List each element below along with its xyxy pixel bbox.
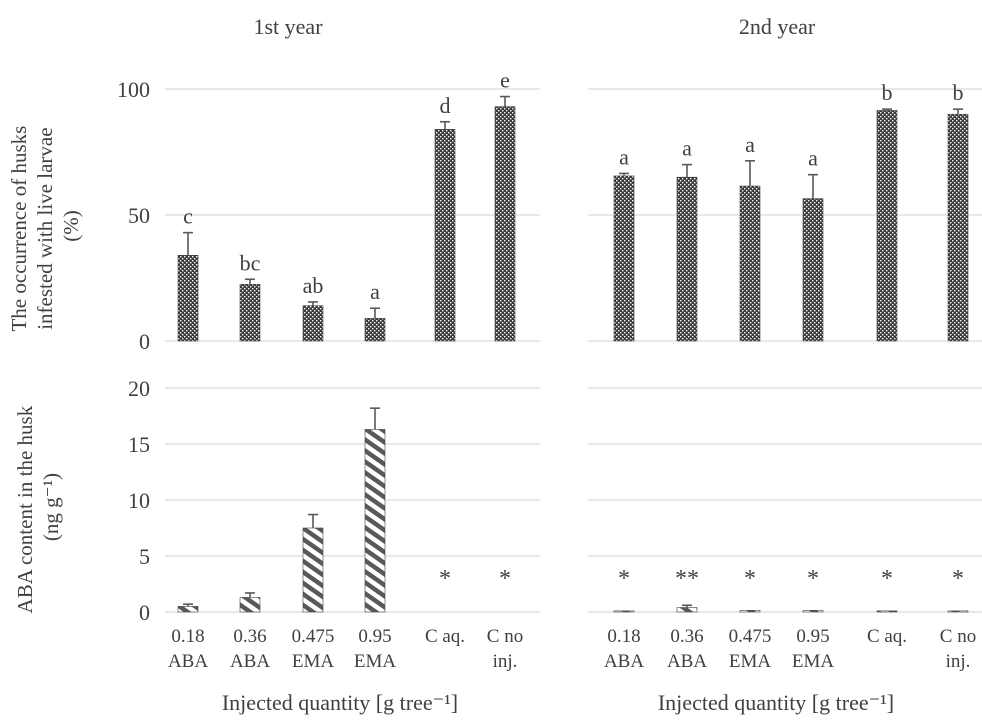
x-axis-title-left: Injected quantity [g tree⁻¹] — [222, 690, 458, 715]
panel-title-1st-year: 1st year — [253, 14, 323, 39]
significance-label: a — [808, 146, 818, 171]
bar — [613, 610, 635, 613]
x-tick-label: EMA — [292, 651, 335, 672]
significance-label: c — [183, 204, 193, 229]
x-tick-label: EMA — [792, 651, 835, 672]
bar — [177, 255, 199, 342]
y-tick-label: 10 — [128, 488, 150, 513]
x-tick-label: C aq. — [867, 626, 907, 647]
x-tick-label: C no — [487, 626, 523, 647]
y-axis-label-top-line1: The occurrence of husks — [7, 126, 31, 332]
bar — [239, 597, 261, 613]
bar — [947, 610, 969, 613]
significance-label: e — [500, 68, 510, 93]
x-tick-label: 0.95 — [358, 626, 391, 647]
x-tick-label: ABA — [230, 651, 270, 672]
x-tick-label: ABA — [667, 651, 707, 672]
x-axis-title-right: Injected quantity [g tree⁻¹] — [658, 690, 894, 715]
bar — [802, 198, 824, 342]
x-tick-label: 0.475 — [729, 626, 772, 647]
significance-label: * — [807, 566, 819, 592]
significance-label: b — [882, 80, 893, 105]
x-tick-label: C no — [940, 626, 976, 647]
bar — [676, 176, 698, 342]
x-tick-label: inj. — [946, 651, 971, 672]
significance-label: * — [499, 566, 511, 592]
significance-label: bc — [240, 250, 261, 275]
significance-label: ab — [303, 273, 324, 298]
significance-label: * — [618, 566, 630, 592]
bar — [239, 283, 261, 342]
significance-label: a — [619, 144, 629, 169]
y-axis-label-top-line2: infested with live larvae — [33, 127, 57, 329]
significance-label: d — [440, 93, 451, 118]
bar — [364, 429, 386, 613]
significance-label: b — [953, 80, 964, 105]
significance-label: a — [370, 279, 380, 304]
y-axis-label-bottom-line1: ABA content in the husk — [13, 405, 37, 613]
bar — [364, 318, 386, 342]
x-tick-label: 0.36 — [670, 626, 703, 647]
significance-label: ** — [675, 566, 699, 592]
bar — [302, 527, 324, 613]
x-tick-label: 0.95 — [796, 626, 829, 647]
significance-label: * — [952, 566, 964, 592]
bar — [177, 606, 199, 613]
x-tick-label: 0.475 — [292, 626, 335, 647]
y-tick-label: 0 — [139, 329, 150, 354]
x-tick-label: 0.36 — [233, 626, 266, 647]
bar — [876, 610, 898, 613]
significance-label: * — [744, 566, 756, 592]
x-tick-label: ABA — [604, 651, 644, 672]
significance-label: * — [881, 566, 893, 592]
bar — [876, 110, 898, 342]
x-tick-label: 0.18 — [171, 626, 204, 647]
panel-title-2nd-year: 2nd year — [739, 14, 816, 39]
bar — [434, 129, 456, 342]
bar — [613, 175, 635, 342]
bar — [676, 607, 698, 613]
significance-label: * — [439, 566, 451, 592]
y-axis-label-bottom: ABA content in the husk (ng g⁻¹) — [13, 401, 63, 614]
y-axis-label-top: The occurrence of husks infested with li… — [7, 120, 83, 331]
y-tick-label: 20 — [128, 376, 150, 401]
bar — [802, 610, 824, 613]
bar — [302, 305, 324, 342]
significance-label: a — [745, 132, 755, 157]
x-tick-label: C aq. — [425, 626, 465, 647]
x-tick-label: inj. — [493, 651, 518, 672]
y-tick-label: 100 — [117, 77, 150, 102]
bar — [947, 113, 969, 342]
significance-label: a — [682, 136, 692, 161]
bar — [739, 610, 761, 613]
x-tick-label: EMA — [354, 651, 397, 672]
x-tick-label: 0.18 — [607, 626, 640, 647]
bar — [494, 106, 516, 342]
y-tick-label: 15 — [128, 432, 150, 457]
x-tick-label: ABA — [168, 651, 208, 672]
bar — [739, 185, 761, 342]
y-axis-label-top-line3: (%) — [59, 210, 83, 241]
y-tick-label: 0 — [139, 600, 150, 625]
y-axis-label-bottom-line2: (ng g⁻¹) — [39, 473, 63, 541]
y-tick-label: 5 — [139, 544, 150, 569]
y-tick-label: 50 — [128, 203, 150, 228]
x-tick-label: EMA — [729, 651, 772, 672]
